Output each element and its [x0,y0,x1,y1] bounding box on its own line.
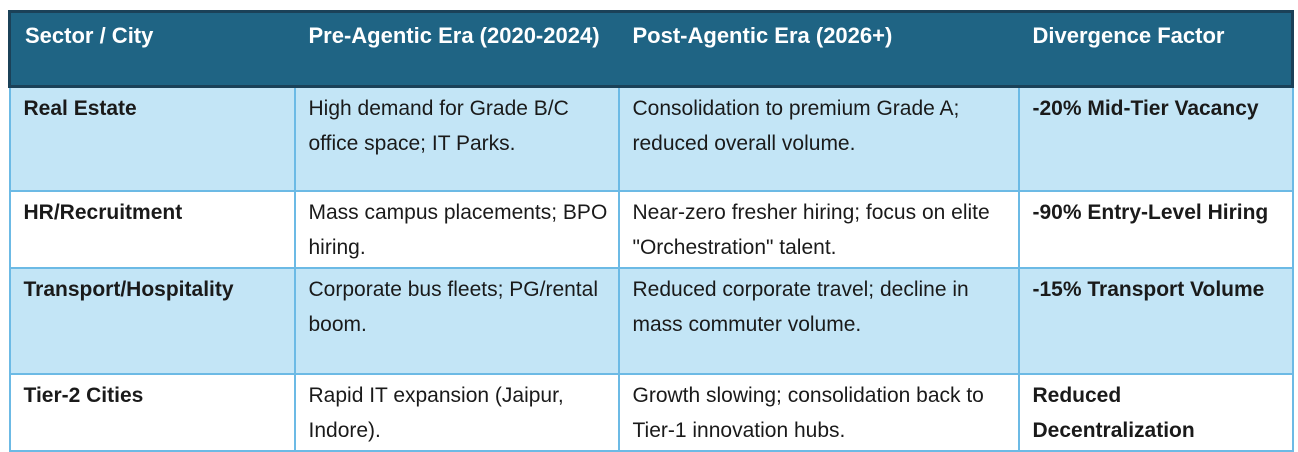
cell-sector: Tier-2 Cities [8,372,296,452]
header-divergence-factor: Divergence Factor [1018,10,1294,88]
cell-pre-agentic: Corporate bus fleets; PG/rental boom. [293,266,620,375]
header-post-agentic-era: Post-Agentic Era (2026+) [618,10,1019,88]
header-pre-agentic-era: Pre-Agentic Era (2020-2024) [294,10,619,88]
cell-pre-agentic: High demand for Grade B/C office space; … [293,85,620,192]
table-body: Real Estate High demand for Grade B/C of… [8,85,1294,452]
cell-divergence: -15% Transport Volume [1017,266,1294,375]
cell-post-agentic: Near-zero fresher hiring; focus on elite… [617,189,1020,269]
cell-pre-agentic: Mass campus placements; BPO hiring. [293,189,620,269]
cell-post-agentic: Growth slowing; consolidation back to Ti… [617,372,1020,452]
table-row-real-estate: Real Estate High demand for Grade B/C of… [8,85,1294,192]
cell-sector: HR/Recruitment [8,189,296,269]
cell-divergence: -90% Entry-Level Hiring [1017,189,1294,269]
sector-impact-table-container: Sector / City Pre-Agentic Era (2020-2024… [8,10,1294,452]
table-header: Sector / City Pre-Agentic Era (2020-2024… [8,10,1294,88]
header-sector-city: Sector / City [8,10,295,88]
table-row-hr-recruitment: HR/Recruitment Mass campus placements; B… [8,189,1294,269]
cell-pre-agentic: Rapid IT expansion (Jaipur, Indore). [293,372,620,452]
cell-divergence: Reduced Decentralization [1017,372,1294,452]
cell-sector: Transport/Hospitality [8,266,296,375]
cell-sector: Real Estate [8,85,296,192]
table-row-transport-hospitality: Transport/Hospitality Corporate bus flee… [8,266,1294,375]
header-row: Sector / City Pre-Agentic Era (2020-2024… [8,10,1294,88]
table-row-tier2-cities: Tier-2 Cities Rapid IT expansion (Jaipur… [8,372,1294,452]
cell-divergence: -20% Mid-Tier Vacancy [1017,85,1294,192]
sector-impact-table: Sector / City Pre-Agentic Era (2020-2024… [8,10,1294,452]
cell-post-agentic: Reduced corporate travel; decline in mas… [617,266,1020,375]
cell-post-agentic: Consolidation to premium Grade A; reduce… [617,85,1020,192]
